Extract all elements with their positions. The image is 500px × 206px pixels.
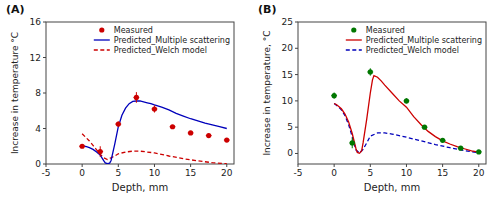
y-tick (295, 22, 298, 23)
x-tick-label: 5 (367, 168, 373, 178)
data-point (152, 106, 157, 111)
x-tick-label: -5 (294, 168, 303, 178)
x-tick (226, 164, 227, 167)
x-tick (118, 164, 119, 167)
y-tick (295, 48, 298, 49)
figure: -5051015200481216Depth, mmIncrease in te… (0, 0, 500, 206)
y-tick-label: 25 (282, 17, 293, 27)
y-tick (295, 153, 298, 154)
x-tick (370, 164, 371, 167)
data-point (134, 95, 139, 100)
y-axis-label: Increase in temperature °C (10, 32, 20, 154)
x-tick-label: 0 (331, 168, 337, 178)
y-tick (295, 100, 298, 101)
plot-frame (46, 22, 234, 164)
x-tick-label: 10 (149, 168, 161, 178)
panel-label: (B) (258, 3, 276, 16)
y-tick-label: 8 (35, 88, 41, 98)
x-tick-label: 15 (437, 168, 448, 178)
series-line (82, 101, 227, 164)
data-point (350, 140, 355, 145)
plot-area (79, 92, 229, 164)
x-axis-label: Depth, mm (112, 182, 168, 193)
y-tick-label: 10 (282, 96, 294, 106)
data-point (224, 137, 229, 142)
data-point (98, 149, 103, 154)
plot-frame (298, 22, 486, 164)
y-tick (43, 93, 46, 94)
y-tick-label: 0 (287, 148, 293, 158)
legend-marker (351, 27, 356, 32)
legend-line (346, 39, 362, 40)
data-point (458, 146, 463, 151)
legend-label: Predicted_Multiple scattering (366, 36, 482, 45)
data-point (80, 144, 85, 149)
legend: MeasuredPredicted_Multiple scatteringPre… (94, 26, 230, 55)
y-tick-label: 0 (35, 159, 41, 169)
data-point (116, 121, 121, 126)
y-tick-label: 20 (282, 43, 294, 53)
x-tick-label: 20 (221, 168, 233, 178)
legend-label: Measured (366, 26, 405, 35)
series-line (82, 134, 227, 164)
y-tick (295, 74, 298, 75)
y-tick (43, 22, 46, 23)
data-point (170, 124, 175, 129)
y-tick (43, 57, 46, 58)
legend-line (346, 49, 362, 50)
y-tick-label: 5 (287, 122, 293, 132)
x-tick-label: -5 (42, 168, 51, 178)
series-line (334, 76, 479, 154)
y-axis-label: Increase in temperature, °C (262, 30, 272, 155)
legend-label: Predicted_Multiple scattering (114, 36, 230, 45)
data-point (404, 98, 409, 103)
x-tick (298, 164, 299, 167)
data-point (332, 93, 337, 98)
x-tick-label: 5 (115, 168, 121, 178)
x-tick-label: 15 (185, 168, 196, 178)
x-tick-label: 20 (473, 168, 485, 178)
legend-label: Predicted_Welch model (366, 46, 459, 55)
y-tick-label: 16 (30, 17, 42, 27)
legend-marker (99, 27, 104, 32)
y-tick (295, 127, 298, 128)
data-point (422, 125, 427, 130)
x-tick (82, 164, 83, 167)
legend-line (94, 39, 110, 40)
data-point (476, 149, 481, 154)
x-tick (478, 164, 479, 167)
legend-label: Measured (114, 26, 153, 35)
x-axis-label: Depth, mm (364, 182, 420, 193)
plot-area (331, 68, 481, 154)
y-tick-label: 12 (30, 53, 41, 63)
y-tick (43, 128, 46, 129)
x-tick (190, 164, 191, 167)
x-tick (406, 164, 407, 167)
legend-line (94, 49, 110, 50)
legend: MeasuredPredicted_Multiple scatteringPre… (346, 26, 482, 55)
y-tick-label: 15 (282, 70, 293, 80)
data-point (440, 138, 445, 143)
x-tick (154, 164, 155, 167)
data-point (206, 133, 211, 138)
y-tick (43, 164, 46, 165)
panel: -5051015200481216Depth, mmIncrease in te… (6, 3, 234, 193)
x-tick-label: 10 (401, 168, 413, 178)
legend-label: Predicted_Welch model (114, 46, 207, 55)
x-tick (334, 164, 335, 167)
panel: -5051015200510152025Depth, mmIncrease in… (258, 3, 486, 193)
x-tick-label: 0 (79, 168, 85, 178)
data-point (188, 130, 193, 135)
y-tick-label: 4 (35, 124, 41, 134)
data-point (368, 69, 373, 74)
x-tick (442, 164, 443, 167)
panel-label: (A) (6, 3, 25, 16)
